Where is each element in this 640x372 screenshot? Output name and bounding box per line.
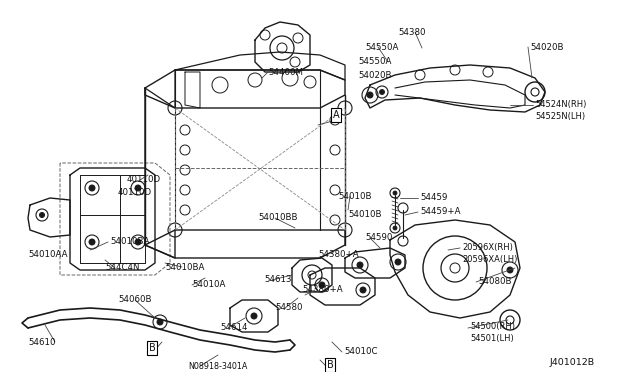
Text: 54524N(RH): 54524N(RH) xyxy=(535,100,586,109)
Text: 54610: 54610 xyxy=(28,338,56,347)
Text: 54080B: 54080B xyxy=(478,277,511,286)
Text: 54400M: 54400M xyxy=(268,68,303,77)
Circle shape xyxy=(360,287,366,293)
Circle shape xyxy=(157,319,163,325)
Text: 54550A: 54550A xyxy=(358,57,392,66)
Text: 54010B: 54010B xyxy=(348,210,381,219)
Text: 54459: 54459 xyxy=(420,193,447,202)
Text: B: B xyxy=(326,360,333,370)
Circle shape xyxy=(393,191,397,195)
Text: 54380+A: 54380+A xyxy=(302,285,342,294)
Circle shape xyxy=(89,185,95,191)
Text: 54010BA: 54010BA xyxy=(165,263,204,272)
Text: 54020B: 54020B xyxy=(358,71,392,80)
Text: 544C4N: 544C4N xyxy=(105,263,140,272)
Text: 54010C: 54010C xyxy=(344,347,378,356)
Circle shape xyxy=(319,282,325,288)
Circle shape xyxy=(367,92,373,98)
Text: 54010BA: 54010BA xyxy=(110,237,149,246)
Text: 54525N(LH): 54525N(LH) xyxy=(535,112,585,121)
Circle shape xyxy=(380,90,385,94)
Text: B: B xyxy=(148,343,156,353)
Circle shape xyxy=(357,262,363,268)
Text: 54380: 54380 xyxy=(398,28,426,37)
Text: 54613: 54613 xyxy=(264,275,291,284)
Text: J401012B: J401012B xyxy=(550,358,595,367)
Text: 54020B: 54020B xyxy=(530,43,563,52)
Circle shape xyxy=(89,239,95,245)
Text: 54380+A: 54380+A xyxy=(318,250,358,259)
Text: 54010AA: 54010AA xyxy=(28,250,67,259)
Text: 54500(RH): 54500(RH) xyxy=(470,322,515,331)
Text: 54010B: 54010B xyxy=(338,192,371,201)
Circle shape xyxy=(135,185,141,191)
Text: 40110D: 40110D xyxy=(118,188,152,197)
Text: 54614: 54614 xyxy=(220,323,248,332)
Text: 20596XA(LH): 20596XA(LH) xyxy=(462,255,517,264)
Circle shape xyxy=(251,313,257,319)
Text: A: A xyxy=(333,110,339,120)
Text: 54010A: 54010A xyxy=(192,280,225,289)
Text: 54459+A: 54459+A xyxy=(420,207,461,216)
Circle shape xyxy=(40,212,45,218)
Text: 54501(LH): 54501(LH) xyxy=(470,334,514,343)
Circle shape xyxy=(395,259,401,265)
Text: 54580: 54580 xyxy=(275,303,303,312)
Text: 54550A: 54550A xyxy=(365,43,398,52)
Text: 54060B: 54060B xyxy=(118,295,152,304)
Text: 54010BB: 54010BB xyxy=(258,213,298,222)
Text: N08918-3401A: N08918-3401A xyxy=(188,362,248,371)
Text: 54590: 54590 xyxy=(365,233,392,242)
Circle shape xyxy=(135,239,141,245)
Circle shape xyxy=(393,226,397,230)
Text: 20596X(RH): 20596X(RH) xyxy=(462,243,513,252)
Text: 40110D: 40110D xyxy=(127,175,161,184)
Circle shape xyxy=(507,267,513,273)
